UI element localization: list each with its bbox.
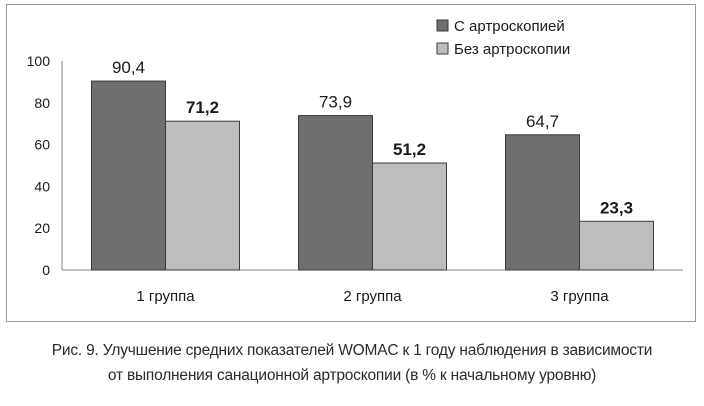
bar [372, 162, 447, 271]
bar [165, 120, 240, 271]
y-tick-label: 0 [42, 262, 50, 278]
y-tick-label: 40 [34, 178, 50, 194]
bar [579, 220, 654, 271]
x-tick-label: 1 группа [136, 288, 195, 305]
legend-swatch [436, 42, 449, 55]
caption-line-2: от выполнения санационной артроскопии (в… [107, 367, 597, 384]
data-label: 51,2 [393, 140, 426, 159]
x-tick-label: 3 группа [550, 288, 609, 305]
y-tick-label: 100 [27, 53, 51, 69]
y-tick-label: 80 [34, 95, 50, 111]
y-tick-label: 20 [34, 220, 50, 236]
data-label: 71,2 [186, 98, 219, 117]
data-label: 64,7 [526, 112, 559, 131]
y-tick-label: 60 [34, 137, 50, 153]
legend-swatch [436, 19, 449, 32]
legend-label: Без артроскопии [454, 41, 570, 58]
bar [505, 134, 580, 271]
bar [91, 80, 166, 271]
caption-line-1: Рис. 9. Улучшение средних показателей WO… [51, 342, 653, 359]
chart-frame: 0 20 40 60 80 100 90,4 71,2 1 группа 73,9 51,2 2 гр… [6, 4, 696, 322]
data-label: 90,4 [112, 58, 145, 77]
data-label: 73,9 [319, 93, 352, 112]
figure-caption: Рис. 9. Улучшение средних показателей WO… [0, 338, 704, 388]
bar [298, 115, 373, 271]
legend-label: С артроскопией [454, 18, 565, 35]
bar-chart: 0 20 40 60 80 100 90,4 71,2 1 группа 73,9 51,2 2 гр… [27, 18, 683, 305]
data-label: 23,3 [600, 198, 633, 217]
x-tick-label: 2 группа [343, 288, 402, 305]
